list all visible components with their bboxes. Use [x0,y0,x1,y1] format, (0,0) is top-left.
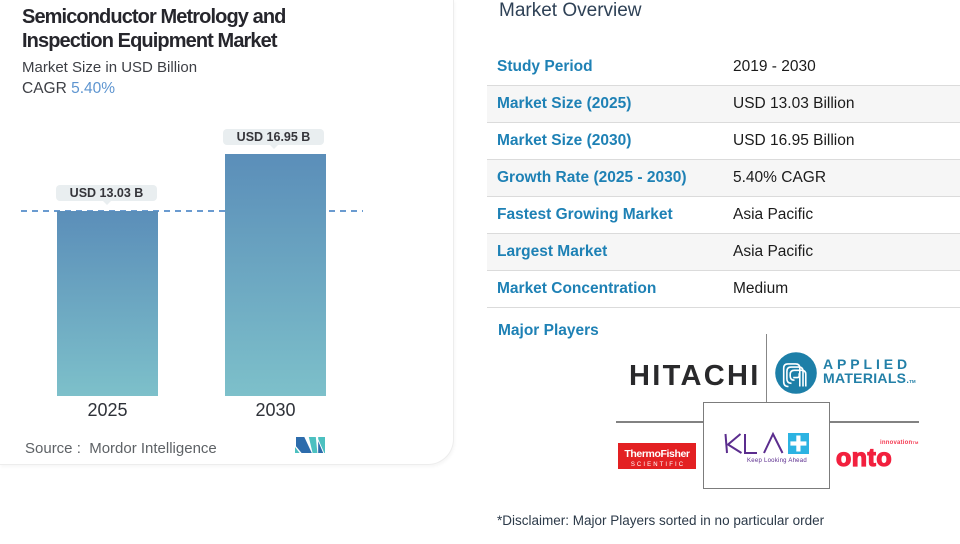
svg-text:Keep Looking Ahead: Keep Looking Ahead [747,458,807,464]
